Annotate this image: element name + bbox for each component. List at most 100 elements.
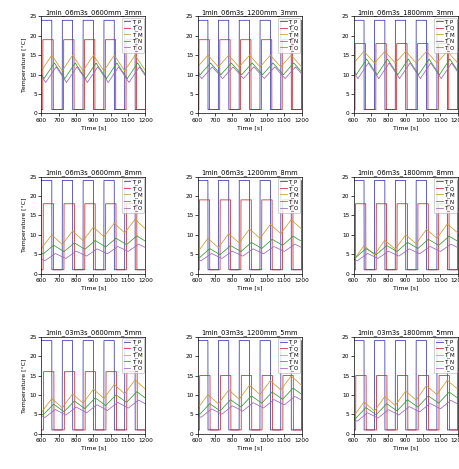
- T_O: [353, 418, 359, 424]
- T_N: [445, 233, 451, 239]
- X-axis label: Time [s]: Time [s]: [236, 286, 262, 291]
- T_P: [397, 17, 402, 23]
- T_O: [39, 73, 44, 79]
- T_Q: [64, 201, 69, 206]
- T_Q: [85, 37, 90, 43]
- T_O: [85, 409, 90, 415]
- T_O: [63, 256, 68, 261]
- Legend: T_P, T_Q, T_M, T_N, T_O: T_P, T_Q, T_M, T_N, T_O: [433, 338, 456, 373]
- T_Q: [397, 201, 402, 206]
- T_O: [454, 401, 459, 407]
- T_Q: [194, 107, 200, 113]
- Legend: T_P, T_Q, T_M, T_N, T_O: T_P, T_Q, T_M, T_N, T_O: [122, 17, 144, 53]
- T_P: [375, 17, 381, 23]
- T_Q: [142, 267, 148, 272]
- T_P: [374, 17, 380, 23]
- T_Q: [85, 201, 90, 206]
- T_M: [375, 403, 380, 408]
- T_M: [234, 394, 239, 400]
- T_N: [374, 71, 380, 76]
- Title: 1min_06m3s_0600mm_8mm: 1min_06m3s_0600mm_8mm: [45, 169, 141, 176]
- Line: T_O: T_O: [353, 401, 457, 421]
- T_M: [63, 237, 69, 242]
- T_P: [141, 267, 147, 272]
- T_M: [219, 239, 225, 244]
- T_N: [219, 70, 224, 76]
- T_O: [219, 256, 224, 261]
- T_P: [63, 338, 68, 343]
- T_Q: [234, 427, 239, 433]
- T_Q: [350, 267, 356, 272]
- Legend: T_P, T_Q, T_M, T_N, T_O: T_P, T_Q, T_M, T_N, T_O: [278, 178, 300, 213]
- T_M: [64, 236, 69, 242]
- T_Q: [64, 369, 69, 375]
- T_N: [397, 68, 402, 74]
- T_N: [41, 76, 47, 81]
- T_P: [85, 17, 90, 23]
- T_P: [39, 17, 44, 23]
- T_M: [454, 386, 459, 392]
- Line: T_N: T_N: [41, 63, 145, 78]
- T_M: [241, 234, 246, 239]
- Title: 1min_06m3s_1200mm_3mm: 1min_06m3s_1200mm_3mm: [201, 9, 297, 16]
- T_M: [132, 377, 138, 383]
- X-axis label: Time [s]: Time [s]: [236, 446, 262, 451]
- T_M: [297, 63, 303, 69]
- T_N: [63, 247, 69, 253]
- T_O: [63, 412, 68, 418]
- T_P: [63, 178, 68, 183]
- Line: T_Q: T_Q: [353, 376, 457, 430]
- T_O: [78, 407, 83, 412]
- T_P: [454, 178, 459, 183]
- T_P: [453, 267, 459, 272]
- T_N: [453, 238, 459, 243]
- T_N: [142, 71, 147, 76]
- T_M: [397, 240, 402, 245]
- T_P: [205, 107, 210, 113]
- T_N: [453, 395, 459, 401]
- Line: T_N: T_N: [197, 63, 301, 75]
- Line: T_P: T_P: [353, 181, 457, 270]
- Line: T_Q: T_Q: [197, 376, 301, 430]
- T_Q: [234, 107, 239, 113]
- Y-axis label: Temperature [°C]: Temperature [°C]: [22, 198, 27, 252]
- T_M: [194, 64, 200, 70]
- T_O: [447, 242, 453, 247]
- T_M: [39, 246, 44, 251]
- T_Q: [219, 37, 224, 43]
- T_N: [241, 69, 246, 75]
- X-axis label: Time [s]: Time [s]: [80, 446, 106, 451]
- T_O: [142, 72, 147, 77]
- T_M: [142, 68, 148, 74]
- T_M: [298, 383, 304, 388]
- T_Q: [234, 267, 239, 272]
- T_Q: [142, 427, 148, 433]
- T_O: [453, 401, 459, 406]
- Y-axis label: Temperature [°C]: Temperature [°C]: [22, 38, 27, 92]
- T_M: [219, 240, 224, 245]
- T_M: [63, 400, 69, 405]
- T_M: [241, 59, 246, 64]
- T_P: [360, 107, 366, 113]
- T_O: [375, 76, 381, 81]
- T_N: [218, 250, 224, 256]
- T_Q: [352, 373, 358, 378]
- T_Q: [297, 267, 303, 272]
- T_M: [85, 231, 90, 237]
- T_O: [241, 407, 246, 413]
- T_Q: [218, 373, 224, 378]
- T_P: [389, 427, 395, 433]
- T_O: [219, 411, 224, 417]
- T_M: [241, 390, 246, 395]
- T_O: [219, 76, 225, 81]
- T_P: [350, 17, 356, 23]
- T_O: [375, 255, 381, 261]
- T_Q: [298, 107, 304, 113]
- Line: T_M: T_M: [353, 52, 457, 63]
- T_O: [354, 76, 360, 81]
- T_N: [40, 251, 46, 257]
- Line: T_O: T_O: [41, 400, 145, 417]
- T_O: [64, 255, 69, 261]
- T_Q: [453, 107, 459, 113]
- T_N: [350, 415, 356, 420]
